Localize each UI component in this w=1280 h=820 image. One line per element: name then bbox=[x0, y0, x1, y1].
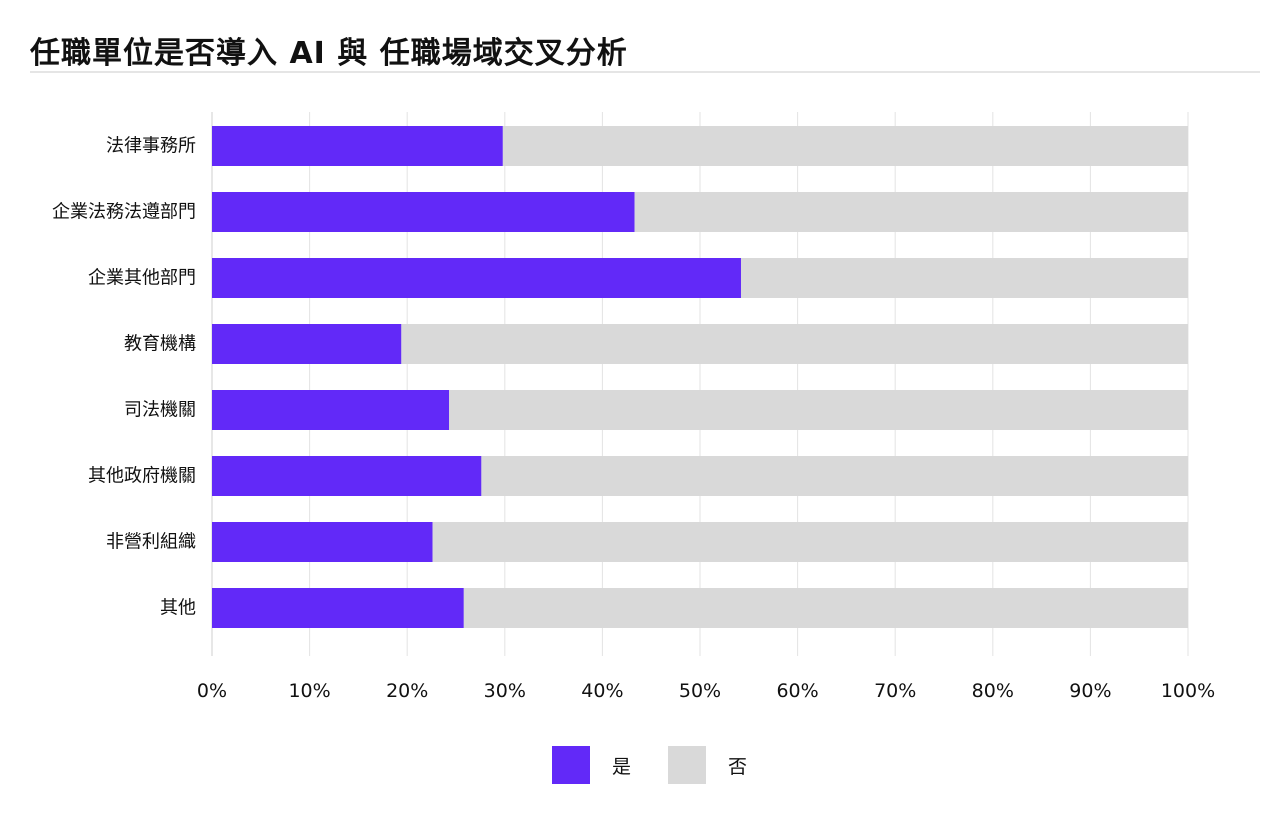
legend-item-yes: 是 bbox=[552, 746, 631, 784]
x-tick-label: 10% bbox=[288, 680, 330, 702]
bar-segment-yes bbox=[212, 192, 635, 232]
title-divider bbox=[30, 71, 1260, 73]
bar-segment-no bbox=[634, 192, 1188, 232]
x-tick-label: 50% bbox=[679, 680, 721, 702]
chart-title: 任職單位是否導入 AI 與 任職場域交叉分析 bbox=[30, 36, 628, 71]
category-label: 企業其他部門 bbox=[88, 268, 196, 289]
category-label: 司法機關 bbox=[124, 400, 196, 421]
category-label: 教育機構 bbox=[124, 334, 196, 355]
legend-swatch-no bbox=[668, 746, 706, 784]
bars bbox=[212, 126, 1189, 628]
bar-segment-no bbox=[401, 324, 1188, 364]
x-tick-label: 80% bbox=[972, 680, 1014, 702]
category-label: 非營利組織 bbox=[106, 532, 196, 553]
x-tick-label: 70% bbox=[874, 680, 916, 702]
bar-segment-no bbox=[481, 456, 1189, 496]
bar-segment-no bbox=[740, 258, 1188, 298]
category-label: 其他政府機關 bbox=[88, 466, 196, 487]
bar-segment-no bbox=[449, 390, 1189, 430]
x-tick-label: 90% bbox=[1069, 680, 1111, 702]
bar-segment-yes bbox=[212, 588, 464, 628]
x-axis-tick-labels: 0% 10% 20% 30% 40% 50% 60% 70% 80% 90% 100% bbox=[197, 680, 1215, 702]
legend-label-no: 否 bbox=[728, 755, 748, 778]
bar-segment-yes bbox=[212, 522, 433, 562]
category-label: 其他 bbox=[160, 598, 196, 619]
bar-segment-yes bbox=[212, 324, 402, 364]
x-tick-label: 0% bbox=[197, 680, 227, 702]
bar-segment-yes bbox=[212, 258, 741, 298]
bar-segment-no bbox=[432, 522, 1188, 562]
bar-segment-yes bbox=[212, 126, 503, 166]
x-tick-label: 100% bbox=[1161, 680, 1215, 702]
bar-segment-no bbox=[502, 126, 1188, 166]
legend-item-no: 否 bbox=[668, 746, 747, 784]
bar-segment-no bbox=[463, 588, 1189, 628]
x-tick-label: 20% bbox=[386, 680, 428, 702]
x-tick-label: 60% bbox=[776, 680, 818, 702]
category-label: 企業法務法遵部門 bbox=[52, 202, 196, 223]
legend-swatch-yes bbox=[552, 746, 590, 784]
bar-segment-yes bbox=[212, 456, 482, 496]
bar-segment-yes bbox=[212, 390, 450, 430]
x-tick-label: 30% bbox=[484, 680, 526, 702]
x-tick-label: 40% bbox=[581, 680, 623, 702]
legend: 是 否 bbox=[0, 746, 1280, 784]
category-label: 法律事務所 bbox=[106, 136, 196, 157]
legend-label-yes: 是 bbox=[612, 755, 632, 778]
